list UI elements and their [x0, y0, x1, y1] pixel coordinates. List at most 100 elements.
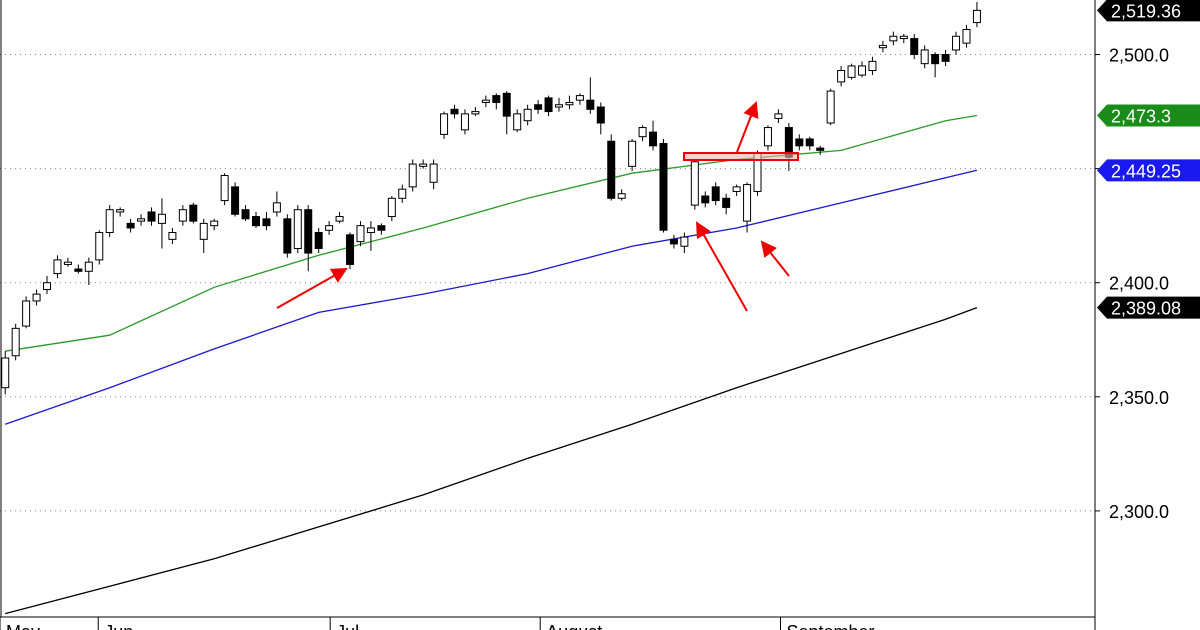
candle-body: [732, 186, 741, 192]
y-tick-label: 2,300.0: [1109, 502, 1169, 522]
candle-body: [638, 127, 647, 138]
candle-body: [137, 218, 146, 222]
candle-body: [941, 54, 950, 62]
candle-body: [105, 209, 114, 234]
candle-body: [952, 35, 961, 51]
candle-body: [763, 127, 772, 147]
candle-body: [251, 216, 260, 227]
candle-body: [43, 282, 52, 291]
candle-body: [157, 213, 166, 224]
candle-body: [335, 216, 344, 222]
candle-body: [575, 95, 584, 101]
candle-body: [314, 232, 323, 249]
x-tick-label: August: [546, 622, 602, 630]
candle-body: [53, 259, 62, 275]
moving-average: [5, 114, 978, 352]
last-value-label: 2,389.08: [1111, 299, 1181, 319]
x-tick-label: September: [787, 622, 875, 630]
candle-body: [607, 140, 616, 199]
candle-body: [356, 225, 365, 243]
candle-body: [649, 131, 658, 147]
candle-body: [826, 90, 835, 124]
x-tick-label: Jul: [336, 622, 359, 630]
candle-body: [617, 193, 626, 199]
candles: [1, 2, 981, 395]
candle-body: [659, 143, 668, 231]
candle-body: [471, 111, 480, 115]
candle-body: [534, 104, 543, 110]
candle-body: [168, 232, 177, 240]
candle-body: [972, 9, 981, 24]
candle-body: [701, 195, 710, 204]
arrow: [760, 240, 790, 277]
candle-body: [492, 95, 501, 103]
candle-body: [304, 209, 313, 254]
moving-average: [5, 306, 978, 615]
candle-body: [722, 197, 731, 208]
candle-body: [680, 236, 689, 247]
arrow: [276, 268, 348, 309]
candle-body: [805, 138, 814, 147]
y-tick-label: 2,400.0: [1109, 274, 1169, 294]
candle-body: [857, 65, 866, 76]
last-value-box: [1097, 159, 1200, 182]
candle-body: [231, 186, 240, 215]
candle-body: [429, 163, 438, 183]
moving-average: [4, 169, 978, 425]
candle-body: [586, 99, 595, 110]
candle-body: [74, 268, 83, 272]
candle-body: [241, 209, 250, 220]
candle-body: [962, 28, 971, 44]
last-value-box: [1097, 104, 1200, 127]
candle-body: [377, 225, 386, 231]
candle-body: [899, 35, 908, 40]
candle-body: [95, 232, 104, 261]
candle-body: [502, 92, 511, 117]
last-value-label: 2,519.36: [1111, 1, 1181, 21]
candle-body: [554, 104, 563, 108]
candle-body: [63, 261, 72, 265]
highlight-box: [683, 152, 799, 161]
candle-body: [147, 211, 156, 222]
candle-body: [847, 65, 856, 78]
candle-body: [210, 220, 219, 227]
arrow: [736, 101, 759, 153]
candle-body: [272, 202, 281, 213]
candle-body: [565, 101, 574, 106]
candle-body: [774, 113, 783, 119]
candle-body: [596, 106, 605, 124]
arrow: [696, 221, 748, 312]
candle-body: [868, 60, 877, 72]
last-value-label: 2,449.25: [1111, 161, 1181, 181]
candle-body: [920, 49, 929, 65]
x-tick-label: May: [6, 622, 40, 630]
candle-body: [220, 174, 229, 202]
y-tick-label: 2,350.0: [1109, 388, 1169, 408]
candle-body: [84, 261, 93, 272]
candle-body: [178, 209, 187, 222]
candle-body: [513, 113, 522, 131]
candle-body: [460, 113, 469, 131]
candle-body: [346, 234, 355, 265]
candle-body: [910, 38, 919, 56]
candle-body: [816, 147, 825, 151]
last-value-box: [1097, 0, 1200, 22]
candle-body: [262, 218, 271, 227]
candle-body: [126, 222, 135, 229]
candle-body: [523, 108, 532, 122]
annotations: [276, 101, 799, 312]
x-tick-label: Jun: [104, 622, 133, 630]
candle-body: [711, 186, 720, 202]
candle-body: [450, 108, 459, 115]
candle-body: [189, 204, 198, 222]
last-value-label: 2,473.3: [1111, 106, 1171, 126]
moving-averages: [4, 114, 978, 615]
candle-body: [690, 161, 699, 206]
candle-body: [795, 138, 804, 147]
candle-body: [628, 140, 637, 167]
candle-body: [387, 197, 396, 218]
candle-body: [283, 218, 292, 254]
candle-body: [325, 225, 334, 231]
